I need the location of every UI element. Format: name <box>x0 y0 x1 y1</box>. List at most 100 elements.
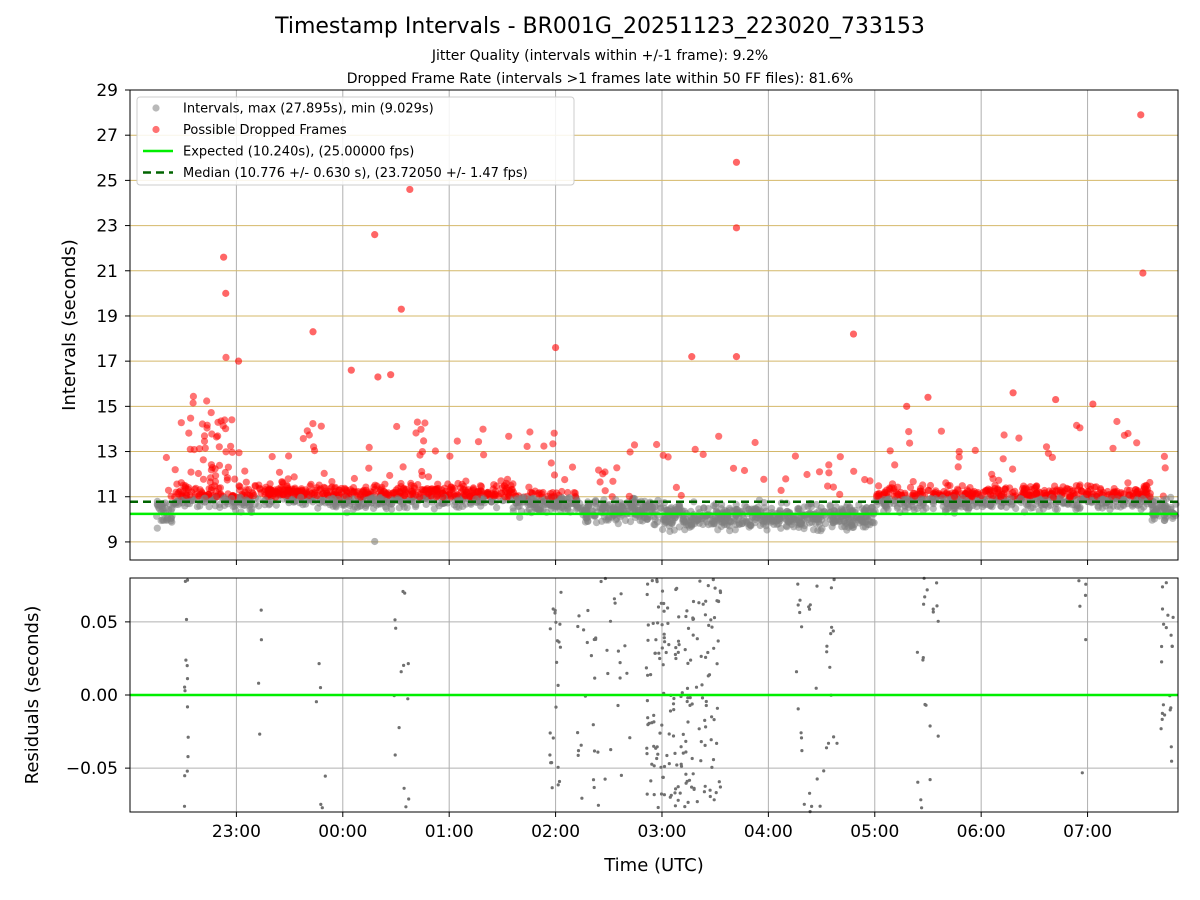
residual-point <box>551 736 555 740</box>
residual-point <box>697 727 701 731</box>
dropped-frame-point <box>407 491 415 499</box>
residual-point <box>703 613 708 617</box>
residual-point <box>1160 660 1164 664</box>
dropped-frame-point <box>537 490 546 498</box>
dropped-frame-point <box>447 491 455 499</box>
residual-point <box>605 648 609 652</box>
dropped-frame-point <box>1113 417 1121 426</box>
dropped-frame-point <box>164 486 173 494</box>
residual-point <box>681 751 685 755</box>
residual-point <box>714 791 718 795</box>
dropped-frame-point <box>236 483 244 491</box>
residual-point <box>576 753 580 758</box>
residual-point <box>185 578 190 582</box>
interval-point <box>686 523 694 531</box>
residual-point <box>556 765 560 769</box>
residual-point <box>549 761 553 765</box>
dropped-frame-point <box>446 452 454 460</box>
residual-point <box>1169 745 1173 749</box>
y-tick-label: 15 <box>96 397 118 417</box>
residual-point <box>555 660 559 665</box>
residual-point <box>646 673 650 677</box>
residual-point <box>690 785 694 789</box>
residual-point <box>657 651 661 655</box>
dropped-frame-point <box>194 469 202 478</box>
dropped-frame-point <box>234 357 243 365</box>
residual-point <box>185 769 189 773</box>
dropped-frame-point <box>791 452 800 460</box>
residual-point <box>689 658 693 662</box>
dropped-frame-point <box>1060 489 1068 497</box>
dropped-frame-subtitle: Dropped Frame Rate (intervals >1 frames … <box>346 71 854 87</box>
dropped-frame-point <box>897 488 905 496</box>
residual-point <box>715 662 719 666</box>
interval-point <box>861 523 870 531</box>
residual-point <box>619 592 623 596</box>
residual-point <box>832 578 836 582</box>
dropped-frame-point <box>1011 487 1019 495</box>
residual-point <box>612 597 617 601</box>
dropped-frame-point <box>732 353 741 361</box>
residual-point <box>318 686 323 690</box>
dropped-frame-point <box>285 452 293 460</box>
interval-point <box>668 519 676 527</box>
dropped-frame-point <box>308 489 316 498</box>
residuals-scatter <box>182 576 1175 814</box>
dropped-frame-point <box>1109 444 1117 452</box>
dropped-frame-point <box>1124 479 1132 487</box>
interval-point <box>735 513 743 522</box>
residual-point <box>662 609 666 613</box>
dropped-frame-point <box>265 486 273 494</box>
dropped-frame-point <box>174 490 182 498</box>
residual-point <box>579 743 583 747</box>
dropped-frame-point <box>307 480 315 488</box>
dropped-frame-point <box>413 418 421 426</box>
residual-point <box>712 798 716 802</box>
residual-point <box>679 764 684 768</box>
dropped-frame-point <box>416 493 424 501</box>
residual-point <box>656 752 660 756</box>
residual-point <box>1160 585 1165 589</box>
residual-point <box>700 696 705 700</box>
residual-point <box>703 718 707 723</box>
residual-point <box>680 691 684 695</box>
dropped-frame-point <box>214 432 222 440</box>
dropped-frame-point <box>987 491 995 499</box>
dropped-frame-point <box>849 330 858 338</box>
residual-point <box>662 636 666 640</box>
residual-point <box>800 749 804 753</box>
residual-point <box>662 793 667 797</box>
dropped-frame-point <box>207 474 215 482</box>
dropped-frame-point <box>424 473 433 481</box>
dropped-frame-point <box>609 477 617 485</box>
residual-point <box>577 614 581 618</box>
interval-point <box>621 516 630 525</box>
interval-point <box>694 516 702 524</box>
residual-point <box>603 777 607 781</box>
residual-point <box>808 603 812 607</box>
interval-point <box>672 506 680 514</box>
dropped-frame-point <box>888 480 897 488</box>
dropped-frame-point <box>326 488 334 496</box>
interval-point <box>711 514 719 523</box>
residual-point <box>667 732 671 736</box>
dropped-frame-point <box>942 479 950 487</box>
residual-point <box>829 632 833 636</box>
dropped-frame-point <box>1053 486 1061 494</box>
residual-point <box>920 806 924 810</box>
dropped-frame-point <box>984 485 992 493</box>
residual-point <box>550 786 554 790</box>
dropped-frame-point <box>417 425 425 433</box>
dropped-frame-point <box>378 483 386 491</box>
residual-point <box>815 777 819 781</box>
residual-point <box>650 579 654 583</box>
interval-point <box>776 517 784 525</box>
dropped-frame-point <box>214 418 222 426</box>
dropped-frame-point <box>235 449 243 457</box>
residual-point <box>650 721 654 725</box>
residual-point <box>931 607 935 611</box>
interval-point <box>493 504 501 512</box>
dropped-frame-point <box>625 492 633 500</box>
interval-point <box>801 522 809 530</box>
residual-point <box>674 587 678 592</box>
